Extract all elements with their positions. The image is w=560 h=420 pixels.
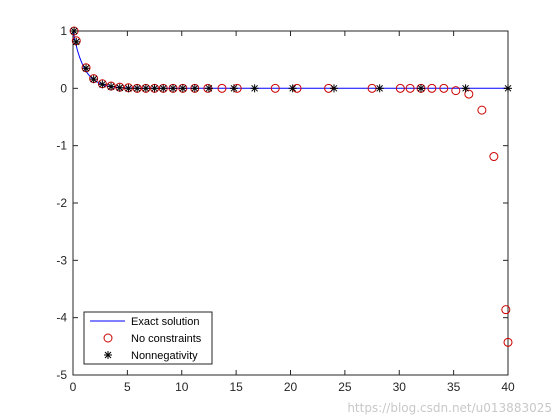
point-no-constraints (439, 83, 449, 93)
point-nonnegativity (330, 84, 338, 93)
point-no-constraints (270, 83, 280, 93)
point-nonnegativity (504, 84, 512, 93)
x-tick-label: 30 (393, 380, 407, 394)
point-nonnegativity (288, 84, 297, 93)
point-nonnegativity (190, 84, 199, 93)
point-nonnegativity (82, 64, 91, 73)
y-tick-label: -3 (56, 253, 67, 267)
point-nonnegativity (115, 83, 124, 92)
y-tick-label: 0 (60, 81, 67, 95)
series-layer (69, 26, 513, 347)
point-no-constraints (503, 337, 513, 347)
x-tick-label: 5 (124, 380, 131, 394)
point-nonnegativity (141, 84, 150, 93)
point-no-constraints (501, 305, 511, 315)
point-nonnegativity (375, 84, 384, 93)
point-nonnegativity (178, 84, 187, 93)
legend-marker-nonnegativity (104, 351, 112, 359)
point-no-constraints (477, 105, 487, 115)
x-tick-label: 15 (229, 380, 243, 394)
legend-label-nonnegativity: Nonnegativity (131, 350, 198, 362)
point-nonnegativity (204, 84, 213, 93)
point-no-constraints (405, 83, 415, 93)
point-nonnegativity (229, 84, 238, 93)
point-nonnegativity (169, 84, 178, 93)
y-tick-label: -5 (56, 368, 67, 382)
point-nonnegativity (107, 82, 116, 91)
y-tick-label: -1 (56, 139, 67, 153)
legend-label-no-constraints: No constraints (131, 333, 202, 345)
point-no-constraints (427, 83, 437, 93)
point-nonnegativity (150, 84, 159, 93)
x-tick-label: 35 (447, 380, 461, 394)
point-no-constraints (464, 89, 474, 99)
point-nonnegativity (72, 37, 81, 46)
point-no-constraints (489, 152, 499, 162)
point-nonnegativity (417, 84, 425, 93)
watermark-text: https://blog.csdn.net/u013883025 (347, 401, 552, 415)
point-nonnegativity (133, 84, 142, 93)
legend: Exact solution No constraints Nonnegativ… (83, 311, 213, 365)
legend-label-exact-solution: Exact solution (131, 316, 199, 328)
point-nonnegativity (89, 75, 98, 84)
point-nonnegativity (159, 84, 168, 93)
point-nonnegativity (98, 80, 107, 89)
legend-marker-no-constraints (103, 333, 113, 343)
y-tick-label: 1 (60, 24, 67, 38)
point-nonnegativity (461, 84, 470, 93)
x-tick-label: 10 (175, 380, 189, 394)
x-tick-label: 25 (338, 380, 352, 394)
x-tick-label: 40 (501, 380, 515, 394)
x-tick-label: 20 (284, 380, 298, 394)
point-nonnegativity (70, 27, 79, 35)
y-tick-label: -2 (56, 196, 67, 210)
y-tick-label: -4 (56, 311, 67, 325)
point-no-constraints (451, 86, 461, 96)
point-no-constraints (395, 83, 405, 93)
point-nonnegativity (124, 84, 133, 93)
x-tick-label: 0 (70, 380, 77, 394)
point-no-constraints (217, 83, 227, 93)
point-nonnegativity (250, 84, 259, 93)
